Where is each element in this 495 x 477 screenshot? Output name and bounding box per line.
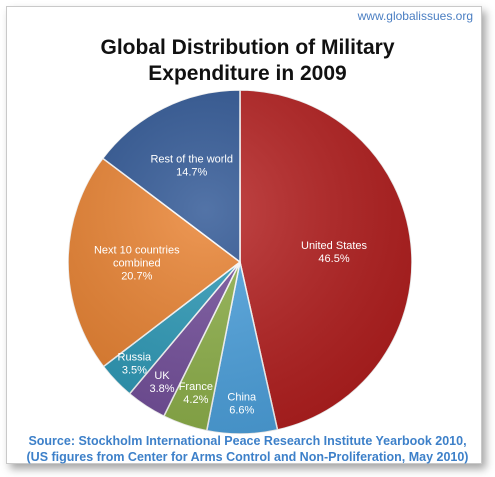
- slice-label-united-states: United States 46.5%: [301, 240, 368, 265]
- source-line-1: Source: Stockholm International Peace Re…: [28, 434, 467, 448]
- slice-label-france: France 4.2%: [179, 381, 213, 406]
- slice-label-russia: Russia 3.5%: [118, 352, 153, 377]
- slice-label-uk: UK 3.8%: [149, 370, 174, 395]
- chart-title-line2: Expenditure in 2009: [148, 62, 347, 85]
- site-url[interactable]: www.globalissues.org: [357, 9, 473, 23]
- chart-title-line1: Global Distribution of Military: [100, 36, 395, 59]
- slice-label-china: China 6.6%: [227, 392, 257, 417]
- pie-labels: United States 46.5% China 6.6% France 4.2%UK 3…: [94, 153, 368, 416]
- slice-label-rest-of-the-world: Rest of the world 14.7%: [150, 153, 233, 178]
- slice-label-next-10-countries: Next 10 countries combined 20.7%: [94, 244, 180, 282]
- source-line-2: (US figures from Center for Arms Control…: [26, 450, 469, 464]
